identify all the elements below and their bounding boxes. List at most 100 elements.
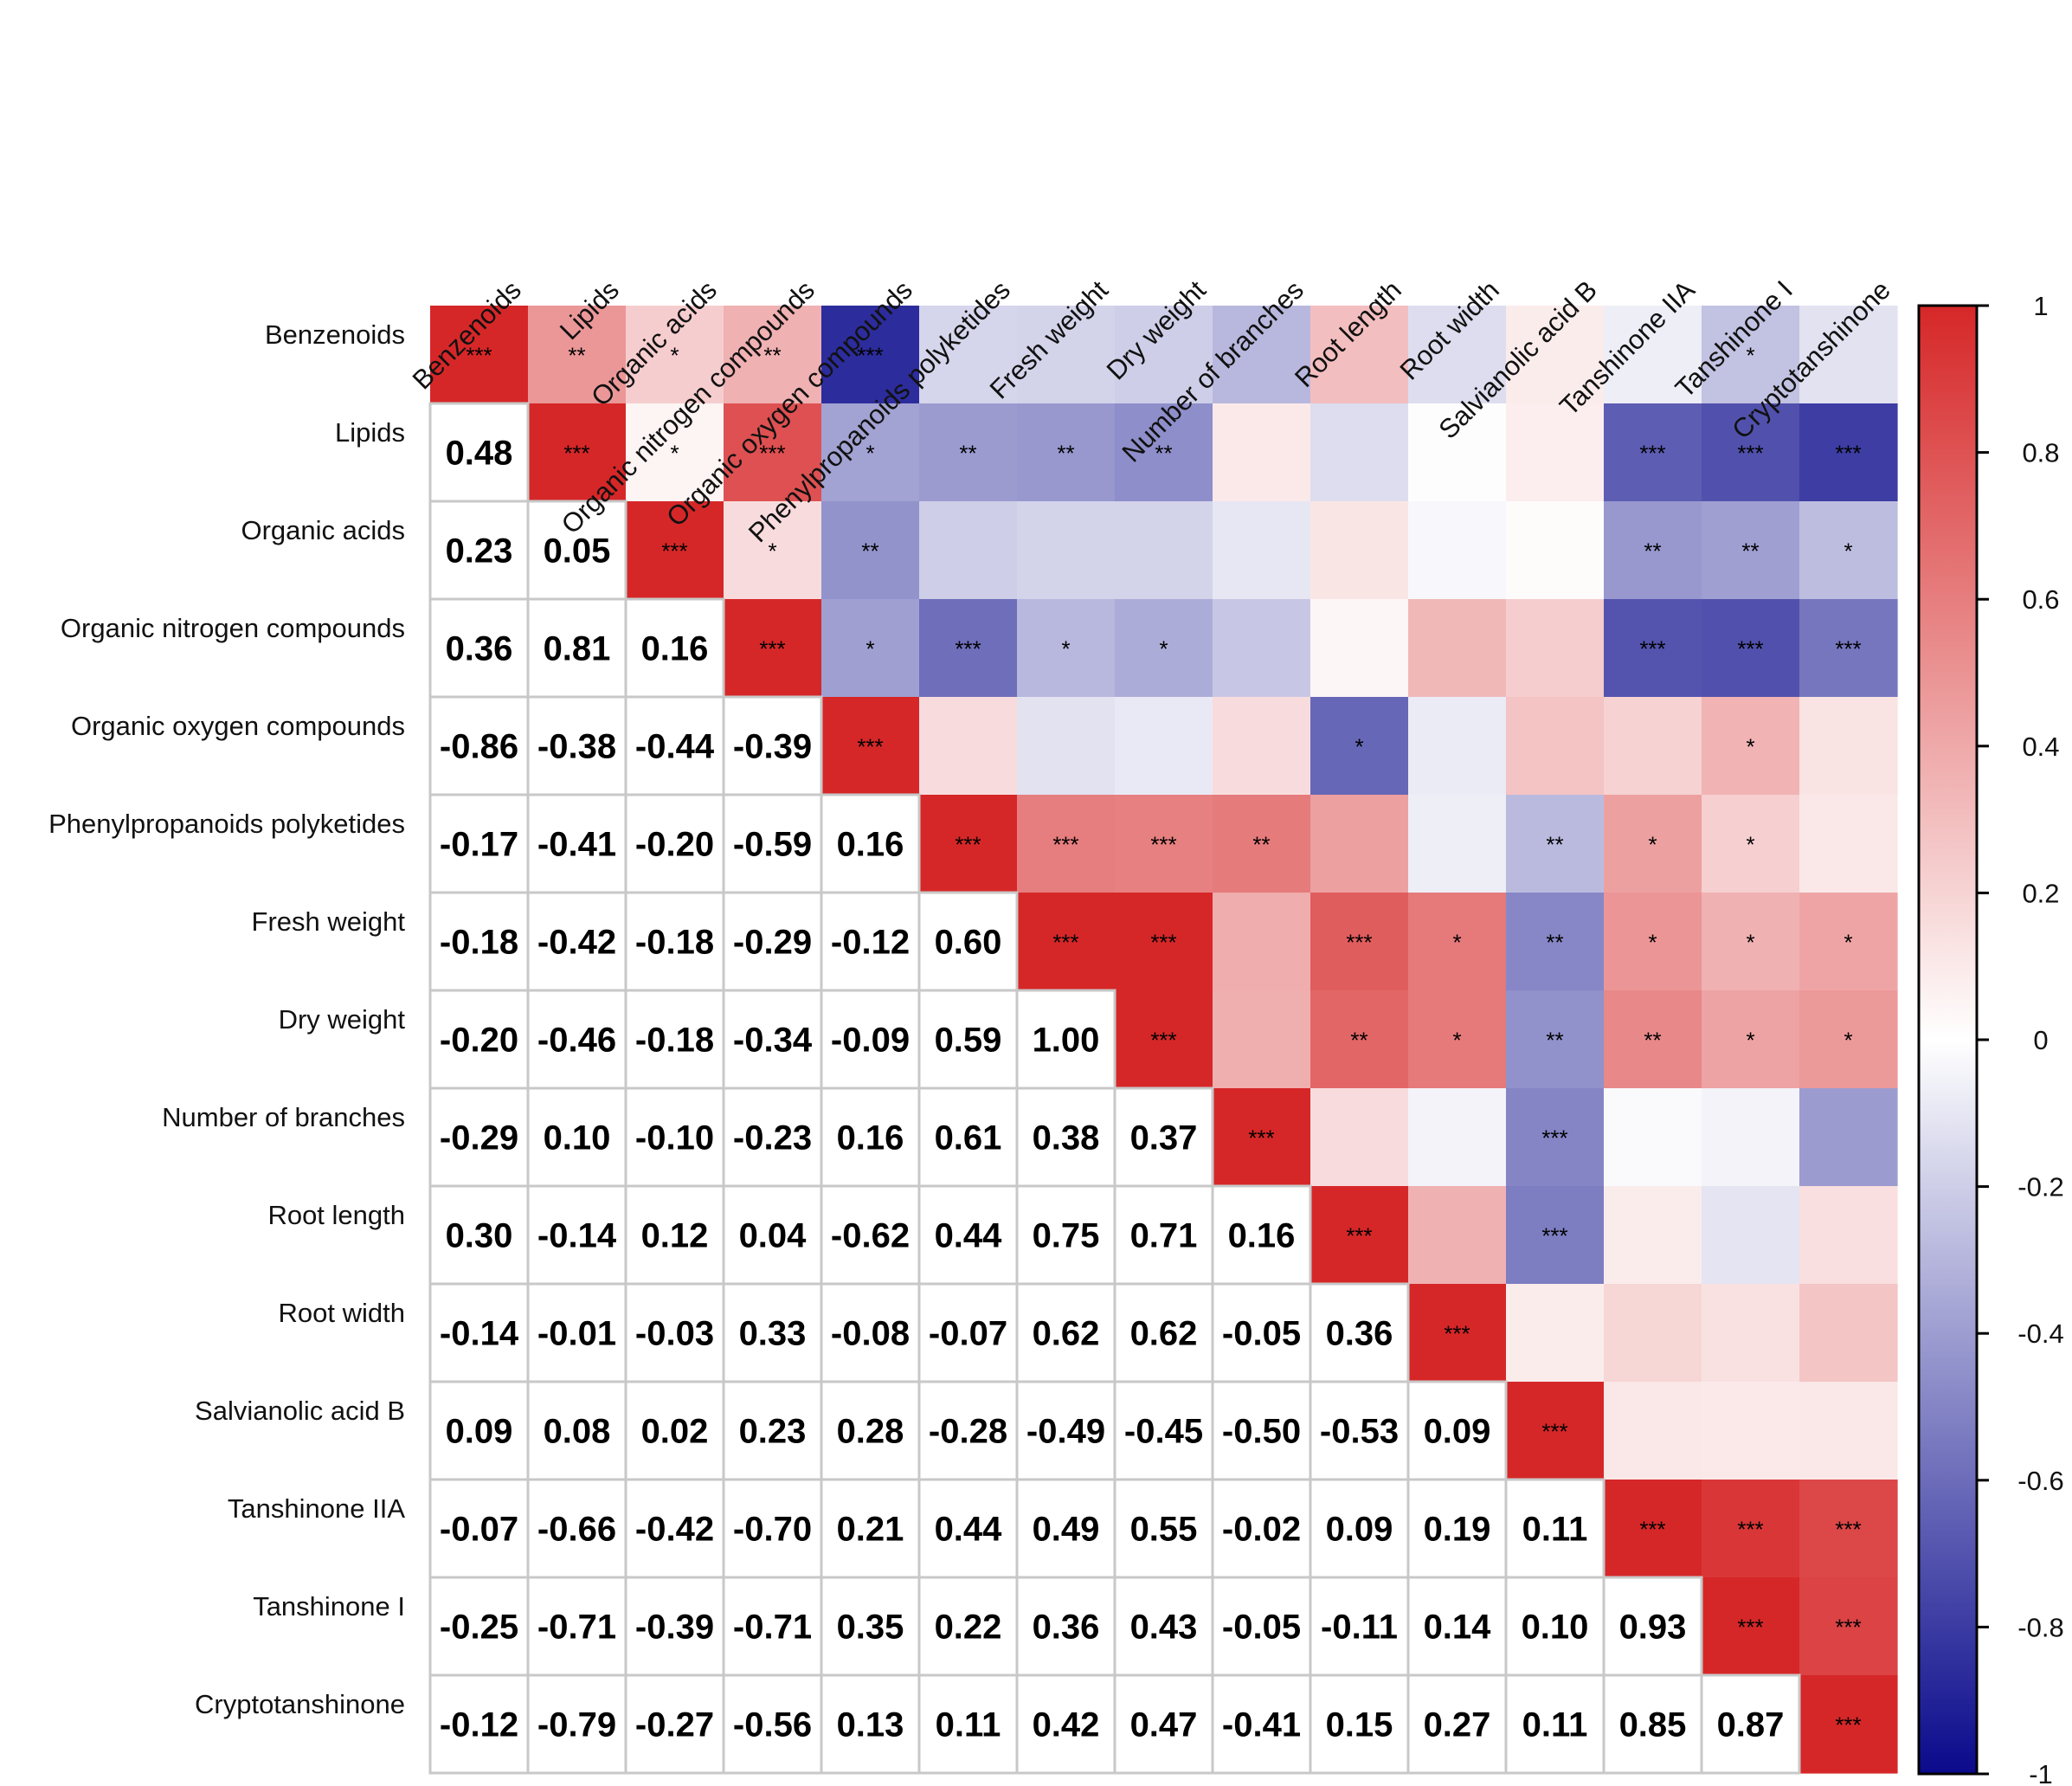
value-cell-r12-c9	[1309, 1478, 1410, 1579]
heatmap-cell-r0-c4	[821, 306, 920, 404]
heatmap-cell-r4-c14	[1799, 697, 1898, 796]
value-cell-r13-c3	[722, 1576, 823, 1677]
value-cell-r14-c6	[1015, 1673, 1116, 1775]
significance-mark-r6-c7: ***	[1150, 930, 1176, 956]
cell-value-r11-c6: -0.49	[1026, 1413, 1105, 1451]
heatmap-cell-r0-c7	[1115, 306, 1213, 404]
cell-value-r14-c4: 0.13	[837, 1706, 904, 1744]
heatmap-cell-r0-c2	[626, 306, 724, 404]
cell-value-r4-c2: -0.44	[635, 728, 715, 766]
significance-mark-r0-c3: **	[763, 343, 781, 369]
heatmap-cell-r1-c14	[1799, 403, 1898, 502]
significance-mark-r12-c14: ***	[1835, 1517, 1861, 1543]
significance-mark-r3-c4: *	[865, 636, 874, 662]
row-label-root-length: Root length	[267, 1200, 405, 1230]
value-cell-r10-c6	[1015, 1282, 1116, 1383]
significance-mark-r1-c4: *	[865, 441, 874, 467]
heatmap-cell-r10-c14	[1799, 1284, 1898, 1383]
colorbar-tick-label: 0.8	[2022, 438, 2059, 468]
heatmap-cell-r6-c13	[1702, 893, 1800, 991]
colorbar-tick-label: 1	[2033, 291, 2048, 321]
value-cell-r12-c0	[428, 1478, 530, 1579]
cell-value-r7-c6: 1.00	[1033, 1022, 1100, 1060]
heatmap-cell-r2-c7	[1115, 501, 1213, 600]
cell-value-r5-c4: 0.16	[837, 826, 904, 864]
cell-value-r12-c7: 0.55	[1130, 1511, 1198, 1549]
row-label-organic-acids: Organic acids	[241, 515, 405, 545]
cell-value-r10-c1: -0.01	[537, 1315, 616, 1353]
heatmap-cell-r3-c12	[1604, 599, 1702, 698]
significance-mark-r4-c9: *	[1355, 734, 1363, 760]
heatmap-cell-r0-c1	[528, 306, 627, 404]
cell-value-r5-c3: -0.59	[733, 826, 812, 864]
cell-value-r13-c8: -0.05	[1222, 1609, 1301, 1647]
significance-mark-r6-c12: *	[1648, 930, 1657, 956]
value-cell-r10-c1	[526, 1282, 627, 1383]
cell-value-r8-c4: 0.16	[837, 1119, 904, 1157]
heatmap-cell-r4-c4	[821, 697, 920, 796]
cell-value-r12-c1: -0.66	[537, 1511, 616, 1549]
cell-value-r8-c5: 0.61	[935, 1119, 1002, 1157]
cell-value-r11-c4: 0.28	[837, 1413, 904, 1451]
heatmap-cell-r4-c11	[1506, 697, 1605, 796]
cell-value-r14-c12: 0.85	[1619, 1706, 1687, 1744]
cell-value-r5-c1: -0.41	[537, 826, 616, 864]
cell-value-r10-c6: 0.62	[1033, 1315, 1100, 1353]
heatmap-cell-r6-c8	[1213, 893, 1311, 991]
heatmap-cell-r5-c7	[1115, 795, 1213, 893]
cell-value-r8-c3: -0.23	[733, 1119, 812, 1157]
significance-mark-r7-c14: *	[1844, 1028, 1852, 1054]
significance-mark-r1-c14: ***	[1835, 441, 1861, 467]
value-cell-r14-c13	[1700, 1673, 1801, 1775]
significance-mark-r14-c14: ***	[1835, 1712, 1861, 1738]
heatmap-cell-r0-c3	[724, 306, 822, 404]
value-cell-r13-c0	[428, 1576, 530, 1677]
cell-value-r9-c7: 0.71	[1130, 1217, 1198, 1255]
heatmap-cell-r11-c11	[1506, 1382, 1605, 1480]
significance-mark-r12-c12: ***	[1639, 1517, 1665, 1543]
value-cell-r11-c9	[1309, 1380, 1410, 1481]
cell-value-r10-c2: -0.03	[635, 1315, 714, 1353]
cell-value-r9-c8: 0.16	[1228, 1217, 1296, 1255]
heatmap-cell-r6-c12	[1604, 893, 1702, 991]
row-label-number-of-branches: Number of branches	[162, 1102, 405, 1132]
significance-mark-r6-c10: *	[1452, 930, 1461, 956]
cell-value-r4-c0: -0.86	[440, 728, 518, 766]
value-cell-r13-c9	[1309, 1576, 1410, 1677]
value-cell-r4-c0	[428, 695, 530, 796]
significance-mark-r3-c7: *	[1159, 636, 1168, 662]
heatmap-cell-r7-c13	[1702, 990, 1800, 1089]
cell-value-r10-c5: -0.07	[929, 1315, 1007, 1353]
value-cell-r14-c3	[722, 1673, 823, 1775]
heatmap-cell-r0-c0	[430, 306, 529, 404]
heatmap-cell-r1-c13	[1702, 403, 1800, 502]
heatmap-cell-r2-c13	[1702, 501, 1800, 600]
cell-value-r3-c0: 0.36	[446, 630, 513, 668]
cell-value-r8-c1: 0.10	[544, 1119, 611, 1157]
colorbar-tick-label: 0.4	[2022, 732, 2059, 762]
value-cell-r7-c1	[526, 989, 627, 1090]
colorbar-tick-label: 0.6	[2022, 584, 2059, 615]
cell-value-r3-c2: 0.16	[641, 630, 709, 668]
cell-value-r14-c11: 0.11	[1522, 1706, 1588, 1744]
value-cell-r11-c6	[1015, 1380, 1116, 1481]
heatmap-cell-r6-c9	[1310, 893, 1409, 991]
colorbar-tick-label: -0.8	[2017, 1612, 2063, 1642]
heatmap-cell-r8-c13	[1702, 1088, 1800, 1187]
value-cell-r12-c11	[1504, 1478, 1605, 1579]
heatmap-cell-r6-c14	[1799, 893, 1898, 991]
cell-value-r5-c0: -0.17	[440, 826, 518, 864]
heatmap-cell-r7-c9	[1310, 990, 1409, 1089]
value-cell-r14-c2	[624, 1673, 725, 1775]
colorbar-tick-label: -1	[2029, 1759, 2053, 1786]
heatmap-cell-r14-c14	[1799, 1675, 1898, 1774]
heatmap-cell-r3-c7	[1115, 599, 1213, 698]
value-cell-r13-c2	[624, 1576, 725, 1677]
cell-value-r13-c6: 0.36	[1033, 1609, 1100, 1647]
heatmap-cell-r7-c10	[1408, 990, 1507, 1089]
significance-mark-r13-c13: ***	[1737, 1615, 1763, 1641]
heatmap-cell-r9-c14	[1799, 1186, 1898, 1285]
significance-mark-r13-c14: ***	[1835, 1615, 1861, 1641]
row-label-dry-weight: Dry weight	[279, 1004, 406, 1035]
heatmap-cell-r3-c14	[1799, 599, 1898, 698]
